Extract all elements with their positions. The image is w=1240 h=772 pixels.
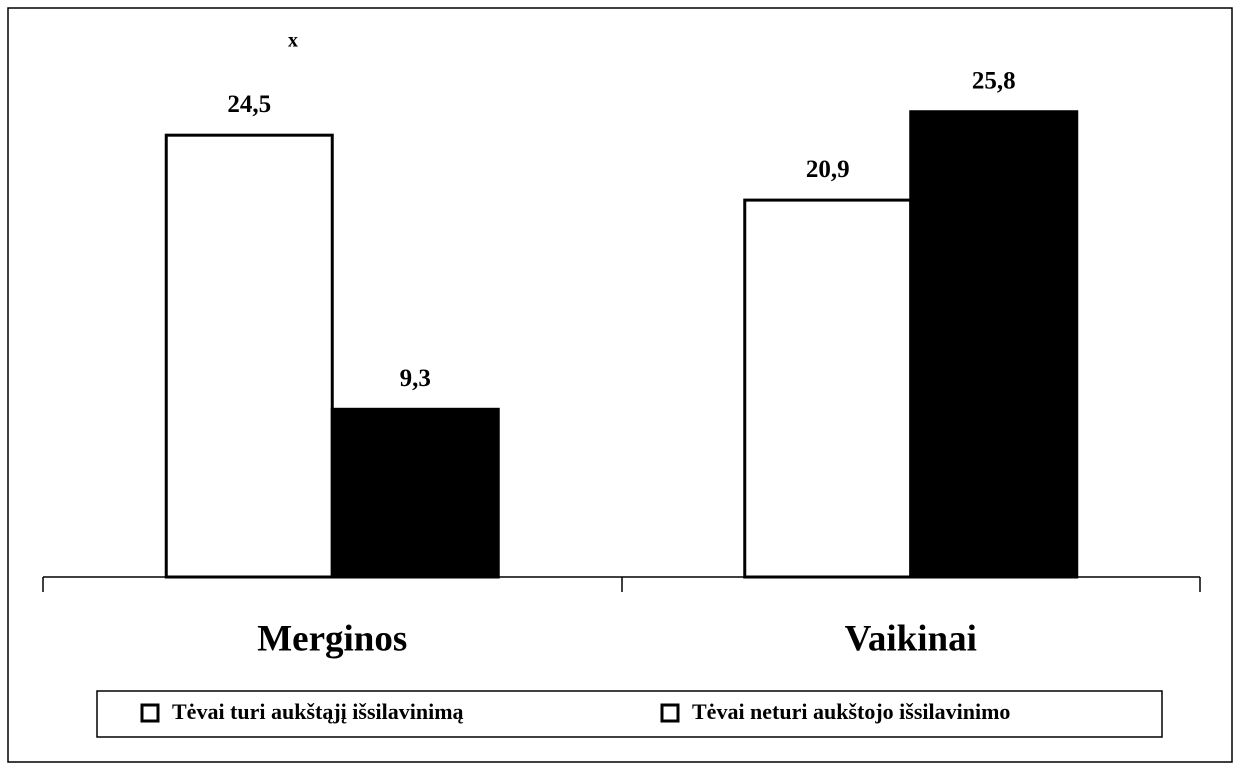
annotation: x bbox=[288, 30, 298, 52]
legend-swatch bbox=[140, 703, 160, 723]
value-label: 9,3 bbox=[400, 365, 431, 392]
x-tick-label: Vaikinai bbox=[845, 618, 977, 659]
bar bbox=[909, 110, 1079, 579]
x-tick-label: Merginos bbox=[257, 618, 407, 659]
value-label: 25,8 bbox=[972, 67, 1016, 94]
legend-label: Tėvai turi aukštąjį išsilavinimą bbox=[172, 699, 464, 724]
bar bbox=[164, 133, 334, 579]
legend-swatch bbox=[660, 703, 680, 723]
bar bbox=[743, 198, 913, 579]
bar bbox=[330, 407, 500, 579]
value-label: 20,9 bbox=[806, 156, 850, 183]
legend bbox=[96, 690, 1163, 738]
legend-label: Tėvai neturi aukštojo išsilavinimo bbox=[692, 699, 1010, 724]
value-label: 24,5 bbox=[227, 91, 271, 118]
